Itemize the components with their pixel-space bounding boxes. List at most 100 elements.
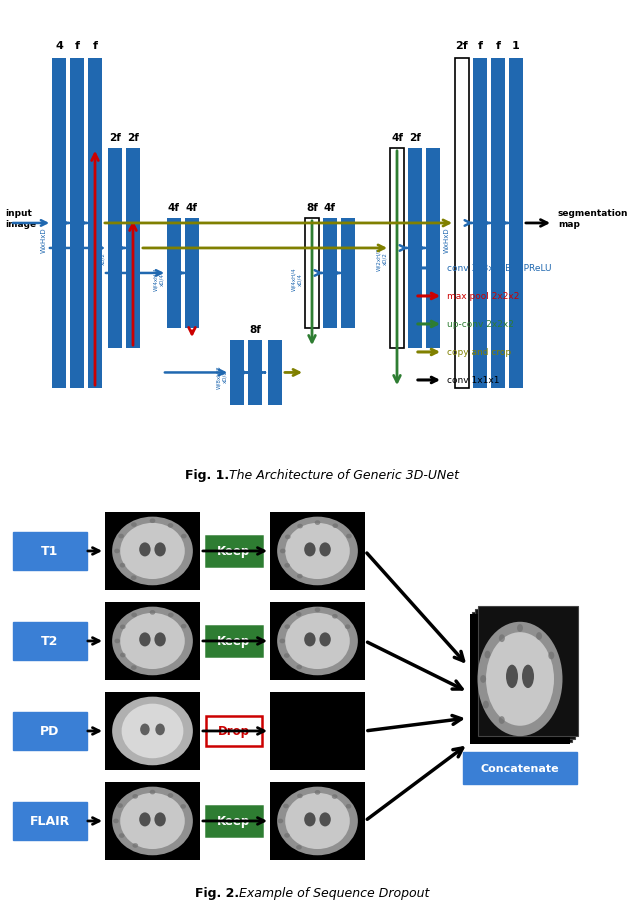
Bar — [470, 614, 570, 744]
FancyBboxPatch shape — [13, 712, 87, 750]
Bar — [473, 59, 487, 388]
Text: PD: PD — [40, 724, 60, 738]
Text: T1: T1 — [42, 545, 59, 558]
Bar — [52, 59, 66, 388]
Text: Keep: Keep — [218, 814, 251, 827]
Ellipse shape — [506, 665, 518, 689]
Text: W/4xH/4
xD/4: W/4xH/4 xD/4 — [154, 267, 164, 291]
Ellipse shape — [517, 624, 523, 632]
Ellipse shape — [483, 701, 489, 709]
Ellipse shape — [536, 632, 542, 640]
Ellipse shape — [132, 794, 138, 799]
Ellipse shape — [120, 793, 185, 849]
Ellipse shape — [181, 534, 187, 539]
Text: 2f: 2f — [456, 41, 468, 51]
Bar — [305, 219, 319, 329]
Ellipse shape — [332, 524, 338, 528]
Text: f: f — [74, 41, 79, 51]
Bar — [70, 59, 84, 388]
Bar — [408, 148, 422, 349]
Ellipse shape — [499, 635, 505, 642]
Ellipse shape — [112, 517, 193, 586]
Ellipse shape — [285, 523, 350, 579]
Ellipse shape — [297, 524, 303, 529]
Ellipse shape — [548, 652, 554, 660]
Ellipse shape — [345, 625, 351, 630]
Bar — [270, 692, 365, 770]
Ellipse shape — [140, 543, 150, 557]
Ellipse shape — [131, 523, 137, 527]
Ellipse shape — [122, 704, 184, 759]
Text: f: f — [93, 41, 97, 51]
Text: FLAIR: FLAIR — [30, 814, 70, 827]
Ellipse shape — [315, 521, 321, 526]
Text: max pool 2x2x2: max pool 2x2x2 — [447, 292, 520, 302]
Ellipse shape — [278, 819, 284, 824]
Ellipse shape — [315, 608, 321, 612]
Text: copy and crop: copy and crop — [447, 348, 511, 357]
Ellipse shape — [296, 612, 301, 617]
Ellipse shape — [150, 518, 156, 524]
Bar — [509, 59, 523, 388]
Ellipse shape — [284, 834, 290, 838]
Ellipse shape — [112, 787, 193, 855]
Text: Example of Sequence Dropout: Example of Sequence Dropout — [235, 886, 429, 899]
Bar — [341, 219, 355, 329]
Ellipse shape — [304, 632, 316, 647]
Ellipse shape — [285, 535, 291, 539]
Text: WxHxD: WxHxD — [41, 228, 47, 253]
Text: 2f: 2f — [127, 133, 139, 143]
Text: 4f: 4f — [168, 203, 180, 213]
Text: T2: T2 — [42, 635, 59, 648]
FancyBboxPatch shape — [13, 802, 87, 840]
Text: Concatenate: Concatenate — [481, 763, 559, 773]
Bar — [88, 59, 102, 388]
Ellipse shape — [154, 813, 166, 826]
Text: Drop: Drop — [218, 724, 250, 738]
Text: Keep: Keep — [218, 545, 251, 558]
Ellipse shape — [297, 793, 303, 798]
FancyBboxPatch shape — [206, 716, 262, 746]
Text: W/2xH/2
xD/2: W/2xH/2 xD/2 — [376, 247, 387, 271]
Text: W/4xH/4
xD/4: W/4xH/4 xD/4 — [292, 267, 302, 291]
Ellipse shape — [140, 632, 150, 647]
Ellipse shape — [332, 614, 338, 619]
Ellipse shape — [112, 697, 193, 765]
Ellipse shape — [346, 534, 352, 538]
Text: 4f: 4f — [186, 203, 198, 213]
Ellipse shape — [120, 625, 125, 630]
Bar — [270, 602, 365, 681]
Ellipse shape — [315, 790, 321, 794]
Ellipse shape — [346, 804, 351, 809]
Ellipse shape — [168, 613, 173, 618]
Ellipse shape — [477, 622, 563, 736]
Text: 8f: 8f — [306, 203, 318, 213]
Bar — [105, 692, 200, 770]
Bar — [105, 602, 200, 681]
Ellipse shape — [284, 653, 290, 658]
Ellipse shape — [280, 639, 285, 643]
Text: 4: 4 — [55, 41, 63, 51]
Ellipse shape — [277, 607, 358, 676]
Ellipse shape — [150, 790, 156, 794]
Text: Fig. 2.: Fig. 2. — [195, 886, 239, 899]
Ellipse shape — [132, 844, 138, 848]
Ellipse shape — [131, 613, 137, 618]
Text: f: f — [495, 41, 500, 51]
Ellipse shape — [131, 576, 136, 580]
Ellipse shape — [285, 613, 350, 670]
Text: 4f: 4f — [324, 203, 336, 213]
Ellipse shape — [120, 653, 125, 658]
Ellipse shape — [277, 787, 358, 855]
Text: f: f — [477, 41, 483, 51]
Ellipse shape — [484, 651, 490, 659]
Bar — [455, 59, 469, 388]
Ellipse shape — [119, 834, 125, 838]
Bar — [426, 148, 440, 349]
Bar — [167, 219, 181, 329]
Ellipse shape — [284, 625, 290, 630]
Ellipse shape — [150, 610, 156, 615]
Bar — [478, 607, 578, 736]
Ellipse shape — [499, 716, 505, 724]
Ellipse shape — [480, 675, 486, 683]
